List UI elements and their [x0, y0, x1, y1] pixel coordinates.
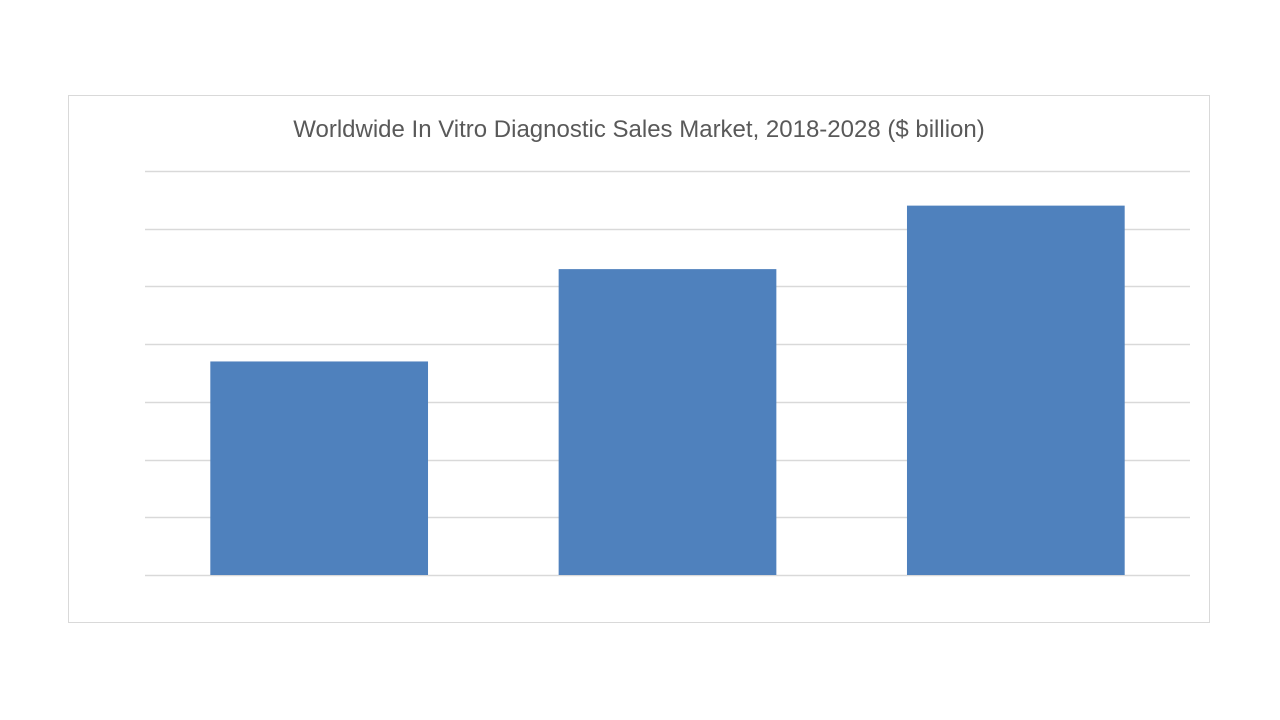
bar-3	[906, 205, 1125, 575]
chart-title: Worldwide In Vitro Diagnostic Sales Mark…	[293, 116, 985, 143]
bar-1	[210, 361, 429, 575]
bars	[210, 205, 1125, 575]
bar-2	[558, 269, 777, 575]
